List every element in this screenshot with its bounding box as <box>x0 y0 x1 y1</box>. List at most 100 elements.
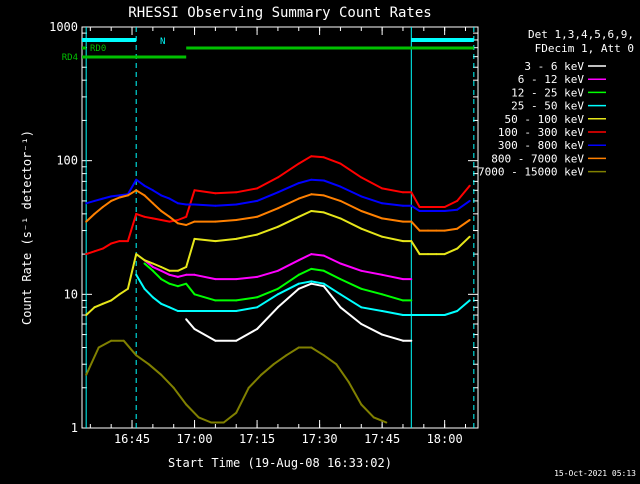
data-point-1 <box>276 269 279 272</box>
data-point-8 <box>260 373 263 376</box>
data-point-8 <box>97 346 100 349</box>
data-point-4 <box>402 240 404 243</box>
data-point-4 <box>135 253 138 256</box>
data-point-8 <box>160 373 163 376</box>
data-point-5 <box>297 162 300 165</box>
data-point-8 <box>172 386 175 389</box>
data-point-0 <box>322 285 325 288</box>
data-point-2 <box>360 287 363 290</box>
data-point-1 <box>185 273 188 276</box>
data-point-8 <box>110 339 113 342</box>
data-point-8 <box>210 421 213 424</box>
data-point-8 <box>235 411 238 414</box>
data-point-8 <box>347 381 350 384</box>
data-point-6 <box>468 199 471 202</box>
data-point-4 <box>176 269 179 272</box>
data-point-3 <box>360 306 363 309</box>
data-point-4 <box>276 225 279 228</box>
data-point-7 <box>443 229 446 232</box>
data-point-6 <box>256 199 259 202</box>
data-point-0 <box>256 328 259 330</box>
data-point-5 <box>93 250 96 253</box>
data-point-7 <box>256 215 259 218</box>
data-point-3 <box>276 293 279 296</box>
data-point-1 <box>410 278 413 281</box>
data-point-5 <box>110 242 113 245</box>
data-point-3 <box>256 306 259 309</box>
data-point-7 <box>193 220 196 223</box>
data-point-6 <box>410 204 413 207</box>
data-point-7 <box>322 194 325 197</box>
data-point-6 <box>176 202 179 205</box>
y-axis-label: Count Rate (s⁻¹ detector⁻¹) <box>20 130 34 325</box>
data-point-7 <box>456 227 459 230</box>
data-point-3 <box>176 310 179 312</box>
data-point-6 <box>143 184 146 187</box>
data-point-1 <box>360 269 363 272</box>
data-point-6 <box>427 210 429 212</box>
legend-label: 6 - 12 keV <box>518 73 585 86</box>
data-point-7 <box>360 210 363 212</box>
data-point-0 <box>214 339 217 342</box>
data-point-8 <box>247 386 250 389</box>
footer-date: 15-Oct-2021 05:13 <box>554 469 636 478</box>
data-point-0 <box>402 339 404 342</box>
data-point-2 <box>168 282 171 285</box>
data-point-5 <box>176 219 179 221</box>
data-point-8 <box>147 363 150 366</box>
data-point-4 <box>93 306 96 309</box>
data-point-4 <box>168 269 171 272</box>
data-point-5 <box>101 247 104 250</box>
data-point-4 <box>101 302 104 305</box>
data-point-1 <box>168 273 171 276</box>
data-point-4 <box>160 266 163 268</box>
data-point-5 <box>339 162 342 165</box>
data-point-3 <box>443 314 446 316</box>
data-point-1 <box>256 275 259 278</box>
flag-label-rd4: RD4 <box>62 53 78 63</box>
data-point-7 <box>381 217 384 220</box>
data-point-6 <box>339 185 342 188</box>
data-point-7 <box>176 222 179 225</box>
data-point-3 <box>235 310 238 312</box>
data-point-7 <box>151 202 154 205</box>
data-point-6 <box>322 179 325 182</box>
data-point-1 <box>193 273 196 276</box>
data-point-7 <box>85 220 88 223</box>
data-point-7 <box>427 229 429 232</box>
data-point-5 <box>126 240 129 243</box>
data-point-6 <box>93 199 96 202</box>
data-point-2 <box>193 293 196 296</box>
data-point-1 <box>339 262 342 265</box>
y-tick-label: 10 <box>64 287 78 301</box>
data-point-3 <box>435 314 438 316</box>
x-tick-label: 17:45 <box>364 432 400 446</box>
data-point-7 <box>135 189 138 192</box>
y-tick-label: 1 <box>71 421 78 435</box>
data-point-7 <box>410 220 413 223</box>
plot-area: 1 10 100 1000 16:45 17:00 17:15 17:30 17:45 18:00 <box>49 20 479 446</box>
data-point-3 <box>456 310 459 312</box>
data-point-2 <box>176 285 179 288</box>
data-point-7 <box>214 220 217 223</box>
data-point-1 <box>297 259 300 262</box>
data-point-1 <box>160 269 163 272</box>
series-line-7 <box>85 189 471 232</box>
data-point-3 <box>322 282 325 285</box>
data-point-5 <box>360 176 363 179</box>
data-point-6 <box>135 178 138 181</box>
data-point-3 <box>410 314 413 316</box>
data-point-7 <box>402 220 404 223</box>
data-point-3 <box>168 306 171 309</box>
data-point-4 <box>310 210 313 212</box>
data-point-6 <box>214 204 217 207</box>
data-point-6 <box>110 195 113 198</box>
data-point-8 <box>272 363 275 366</box>
data-point-5 <box>160 219 163 221</box>
data-point-5 <box>427 206 429 208</box>
data-point-7 <box>168 215 171 218</box>
data-point-2 <box>214 299 217 302</box>
data-point-8 <box>360 403 363 406</box>
data-point-1 <box>151 266 154 268</box>
